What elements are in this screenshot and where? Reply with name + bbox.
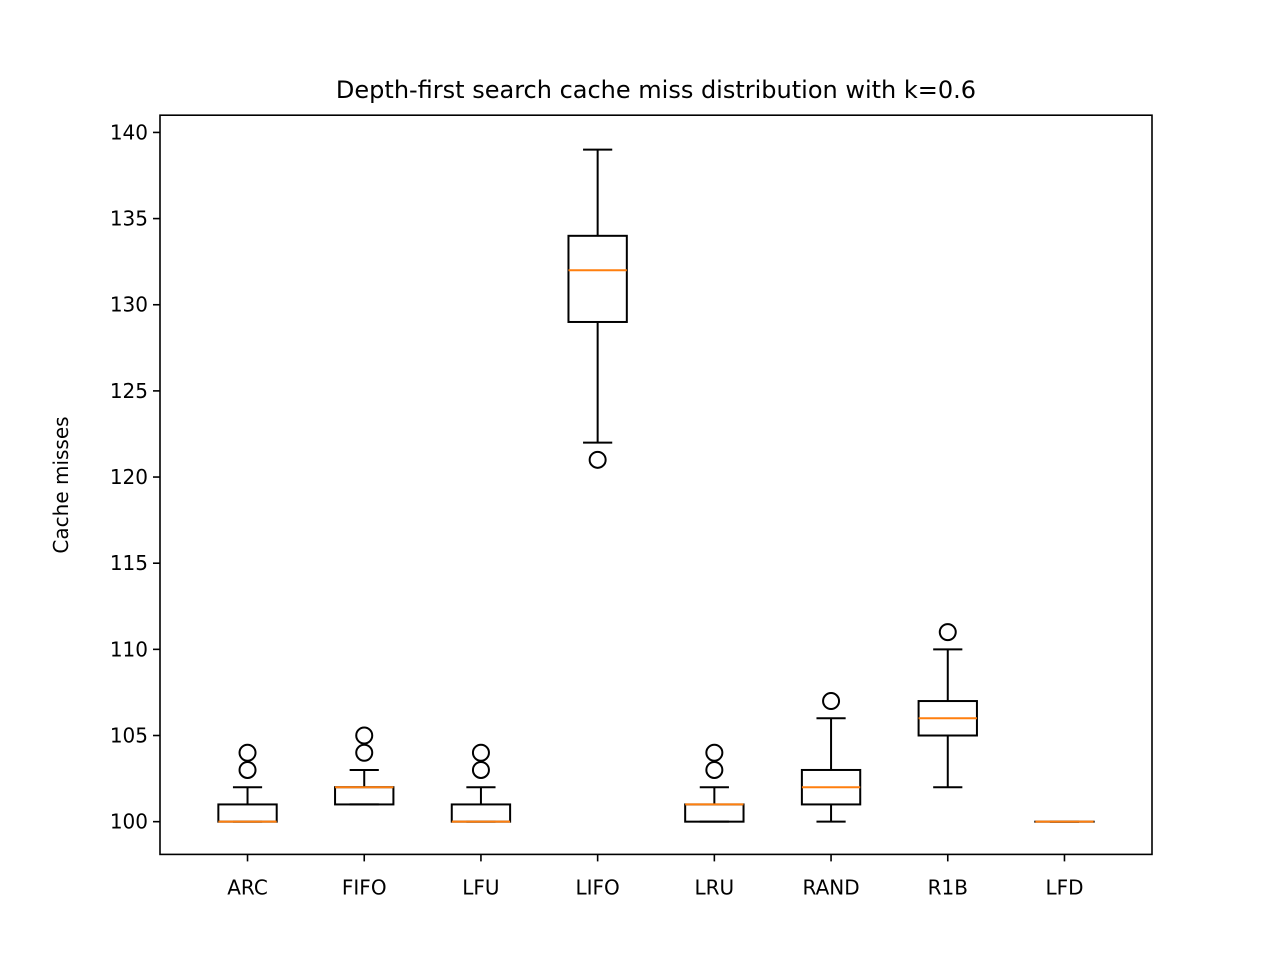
box-group-lifo (567, 148, 628, 469)
box (334, 786, 395, 806)
chart-title: Depth-first search cache miss distributi… (336, 76, 976, 104)
outlier-point (238, 760, 257, 779)
x-tick-label: R1B (928, 875, 968, 899)
y-axis-label: Cache misses (49, 416, 73, 553)
y-tick-label: 130 (110, 293, 148, 317)
x-tick-label: LFD (1045, 875, 1083, 899)
outlier-point (355, 743, 374, 762)
outlier-point (471, 743, 490, 762)
outlier-point (938, 623, 957, 642)
outlier-point (588, 450, 607, 469)
y-tick-label: 115 (110, 551, 148, 575)
x-tick-label: LRU (695, 875, 735, 899)
box-group-fifo (334, 726, 395, 806)
outlier-point (705, 743, 724, 762)
x-tick-label: ARC (227, 875, 268, 899)
x-tick-label: FIFO (342, 875, 387, 899)
box (217, 803, 278, 823)
plot-frame (159, 114, 1153, 856)
y-tick-label: 105 (110, 724, 148, 748)
outlier-point (705, 760, 724, 779)
outlier-point (822, 692, 841, 711)
x-tick-label: LFU (462, 875, 499, 899)
box-group-lru (684, 743, 745, 823)
plot-area: 100 105 110 115 120 125 130 135 140 ARC FIFO LFU LIF… (110, 120, 1095, 899)
y-tick-label: 125 (110, 379, 148, 403)
y-tick-label: 135 (110, 207, 148, 231)
outlier-point (355, 726, 374, 745)
box-group-lfu (450, 743, 512, 823)
box (684, 803, 745, 823)
y-tick-label: 140 (110, 120, 148, 144)
x-tick-label: LIFO (575, 875, 619, 899)
x-tick-label: RAND (802, 875, 859, 899)
box-group-rand (800, 692, 862, 823)
box (567, 234, 628, 323)
y-tick-label: 100 (110, 810, 148, 834)
box-group-r1b (917, 623, 978, 789)
y-tick-label: 120 (110, 465, 148, 489)
outlier-point (471, 760, 490, 779)
box-group-arc (217, 743, 278, 823)
box (450, 803, 512, 823)
y-tick-label: 110 (110, 637, 148, 661)
outlier-point (238, 743, 257, 762)
